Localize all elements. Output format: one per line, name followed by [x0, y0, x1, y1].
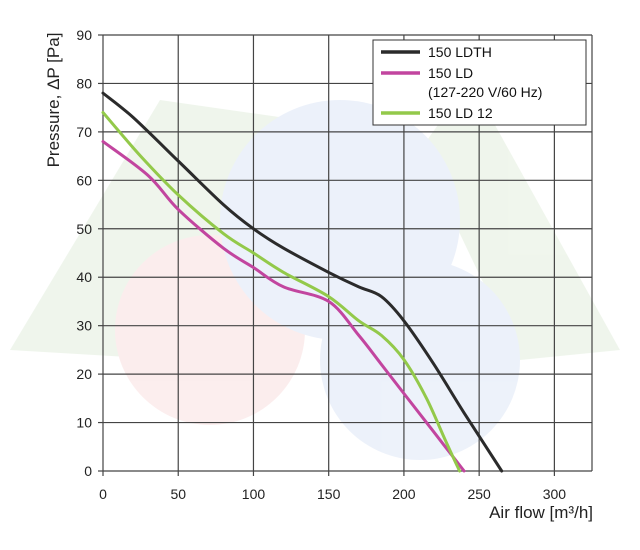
- series-line-2: [101, 140, 466, 473]
- legend-label-2: 150 LD: [428, 65, 473, 81]
- y-tick-label-7: 70: [76, 124, 92, 140]
- plot-grid: [102, 34, 593, 472]
- legend-box: [372, 39, 587, 126]
- x-tick-label-6: 300: [543, 486, 567, 502]
- y-axis-label: Pressure, ΔP [Pa]: [44, 33, 63, 168]
- y-tick-label-9: 90: [76, 27, 92, 43]
- y-tick-label-5: 50: [76, 221, 92, 237]
- watermark: [10, 80, 620, 460]
- legend: 150 LDTH 150 LD (127-220 V/60 Hz) 150 LD 12: [372, 39, 587, 126]
- y-tick-label-0: 0: [84, 463, 92, 479]
- x-tick-label-3: 150: [317, 486, 341, 502]
- x-tick-label-1: 50: [170, 486, 186, 502]
- x-tick-label-4: 200: [392, 486, 416, 502]
- x-tick-label-2: 100: [242, 486, 266, 502]
- series-lines: [101, 91, 504, 473]
- series-line-1: [101, 91, 504, 473]
- y-tick-label-8: 80: [76, 75, 92, 91]
- y-tick-label-1: 10: [76, 415, 92, 431]
- y-tick-label-2: 20: [76, 366, 92, 382]
- y-tick-label-3: 30: [76, 318, 92, 334]
- y-tick-label-6: 60: [76, 172, 92, 188]
- x-tick-label-5: 250: [467, 486, 491, 502]
- series-line-3: [101, 111, 462, 473]
- legend-label-1: 150 LDTH: [428, 44, 492, 60]
- x-tick-label-0: 0: [99, 486, 107, 502]
- legend-label-2-line-2: (127-220 V/60 Hz): [428, 84, 542, 100]
- y-tick-label-4: 40: [76, 269, 92, 285]
- axis-ticks: 0 10 20 30 40 50 60 70 80 90 0 50 100 150 200 250 300: [76, 27, 566, 502]
- legend-label-3: 150 LD 12: [428, 105, 493, 121]
- x-axis-label: Air flow [m³/h]: [489, 503, 593, 522]
